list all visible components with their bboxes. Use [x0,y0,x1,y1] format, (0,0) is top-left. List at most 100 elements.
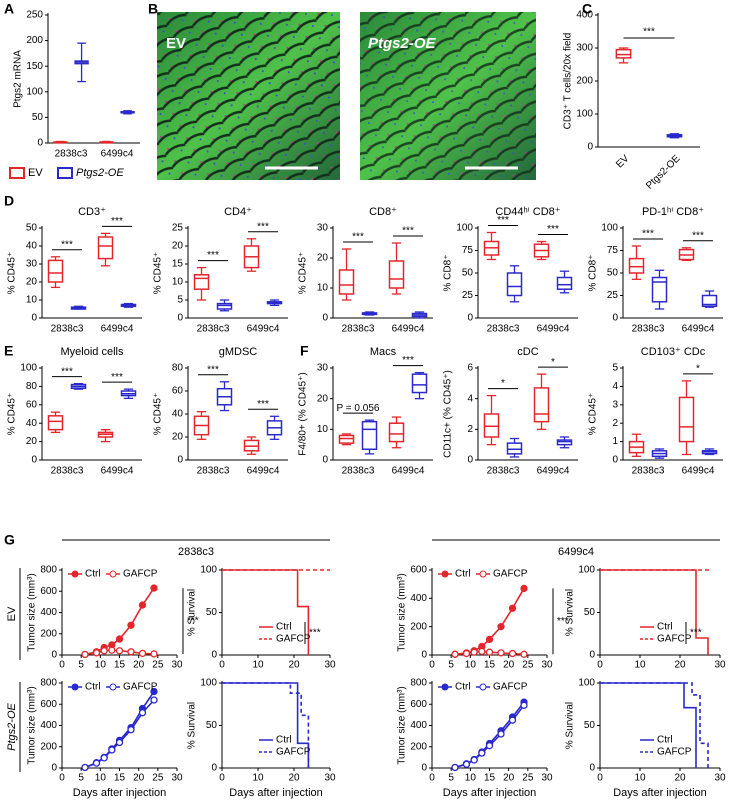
y-axis-label: % Survival [565,589,576,636]
y-axis-label: % CD8⁺ [588,255,599,292]
legend-label: Ctrl [85,569,101,580]
y-tick-label: 25 [607,290,619,301]
y-tick-label: 3 [612,399,618,410]
x-tick-label: 20 [503,773,515,784]
y-tick-label: 400 [410,720,427,731]
y-axis-label: CD3⁺ T cells/20x field [563,33,574,130]
box [193,274,210,290]
legend-label: GAFCP [657,634,692,645]
data-point [127,726,135,734]
chart-title: CD3⁺ [78,206,106,218]
y-tick-label: 10 [317,424,329,435]
y-tick-label: 800 [40,565,57,576]
y-tick-label: 600 [410,699,427,710]
y-tick-label: 40 [172,409,184,420]
data-point [92,649,101,657]
data-point [497,623,505,631]
y-tick-label: 2 [467,424,473,435]
y-tick-label: 0 [587,142,593,153]
y-tick-label: 100 [578,678,595,689]
y-tick-label: 0 [421,650,427,661]
data-point [100,647,108,655]
x-tick-label: 0 [597,660,603,671]
chart-title: CD8⁺ [369,206,397,218]
chart-title: cDC [517,346,538,358]
legend-label: Ctrl [455,569,471,580]
box [388,260,405,289]
y-tick-label: 50 [26,223,38,234]
legend-marker [479,570,487,578]
x-tick-label: 6499c4 [247,466,280,477]
y-tick-label: 200 [40,628,57,639]
significance: * [501,378,505,389]
data-point [150,696,158,704]
significance: * [696,364,700,375]
panel-label: A [4,1,14,17]
data-point [138,601,147,609]
x-tick-label: 15 [114,773,126,784]
y-tick-label: 100 [200,678,217,689]
x-tick-label: 10 [95,660,107,671]
x-tick-label: 20 [133,660,145,671]
legend-marker [71,683,79,691]
y-tick-label: 250 [26,10,43,21]
box [483,413,500,438]
y-tick-label: 25 [462,290,474,301]
legend-label: GAFCP [657,747,692,758]
legend-label: GAFCP [123,682,158,693]
data-point [127,648,135,656]
y-tick-label: 75 [462,245,474,256]
x-tick-label: 2838c3 [51,466,84,477]
data-point [150,650,158,658]
x-tick-label: 25 [152,660,164,671]
y-tick-label: 40 [26,241,38,252]
column-header: 2838c3 [178,546,214,558]
y-tick-label: 400 [40,720,57,731]
image-label: EV [166,35,186,52]
y-tick-label: 4 [467,393,473,404]
x-tick-label: 10 [465,773,477,784]
x-tick-label: 15 [484,660,496,671]
significance: *** [309,628,321,639]
data-point [108,746,116,754]
x-tick-label: 10 [95,773,107,784]
chart-title: gMDSC [219,346,258,358]
x-axis-label: Days after injection [73,787,167,799]
significance: *** [187,616,199,627]
data-point [462,760,471,768]
significance: *** [402,355,414,366]
x-tick-label: 2838c3 [342,466,375,477]
data-point [462,649,471,658]
x-tick-label: 20 [133,773,145,784]
y-tick-label: 200 [410,741,427,752]
x-tick-label: 6499c4 [682,324,715,335]
row-header: EV [6,606,18,621]
x-tick-label: 20 [288,773,300,784]
y-tick-label: 600 [40,586,57,597]
legend-swatch [9,167,25,179]
y-tick-label: 100 [26,86,43,97]
y-tick-label: 150 [26,61,43,72]
y-tick-label: 30 [317,223,329,234]
data-point [92,759,101,767]
significance: P = 0.056 [337,403,380,414]
y-tick-label: 0 [177,455,183,466]
data-point [115,647,124,655]
data-point [508,649,517,658]
y-tick-label: 1 [612,436,618,447]
y-tick-label: 0 [31,313,37,324]
x-tick-label: 30 [171,660,183,671]
x-tick-label: 6499c4 [392,466,425,477]
significance: *** [61,239,73,250]
data-point [478,647,486,656]
y-tick-label: 50 [462,268,474,279]
x-tick-label: 30 [324,660,336,671]
x-tick-label: 0 [59,660,65,671]
x-tick-label: 2838c3 [342,324,375,335]
y-tick-label: 5 [177,295,183,306]
legend-label: Ctrl [657,735,673,746]
y-tick-label: 50 [584,720,596,731]
x-tick-label: 30 [541,660,553,671]
data-point [451,650,459,658]
g-headers: 2838c3 6499c4 EV Ptgs2-OE [6,539,720,772]
